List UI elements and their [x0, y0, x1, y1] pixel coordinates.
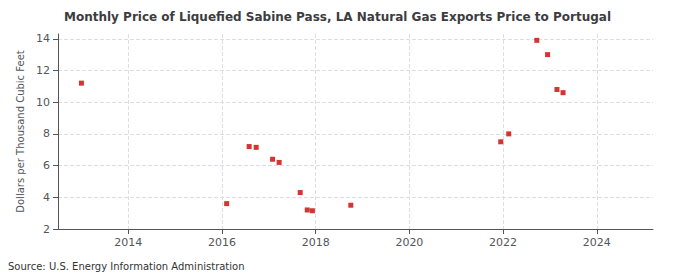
svg-text:Dollars per Thousand Cubic Fee: Dollars per Thousand Cubic Feet: [15, 50, 26, 213]
svg-text:2022: 2022: [489, 236, 517, 249]
svg-text:4: 4: [43, 191, 50, 204]
svg-text:Source: U.S. Energy Informatio: Source: U.S. Energy Information Administ…: [8, 261, 245, 272]
svg-text:2: 2: [43, 223, 50, 236]
svg-text:2020: 2020: [395, 236, 423, 249]
svg-text:14: 14: [36, 32, 50, 45]
svg-text:6: 6: [43, 159, 50, 172]
svg-text:8: 8: [43, 127, 50, 140]
svg-text:12: 12: [36, 64, 50, 77]
svg-text:Monthly Price of Liquefied Sab: Monthly Price of Liquefied Sabine Pass, …: [64, 10, 611, 24]
svg-text:2016: 2016: [208, 236, 236, 249]
svg-text:2014: 2014: [114, 236, 142, 249]
svg-text:10: 10: [36, 96, 50, 109]
svg-text:2018: 2018: [302, 236, 330, 249]
svg-text:2024: 2024: [583, 236, 611, 249]
